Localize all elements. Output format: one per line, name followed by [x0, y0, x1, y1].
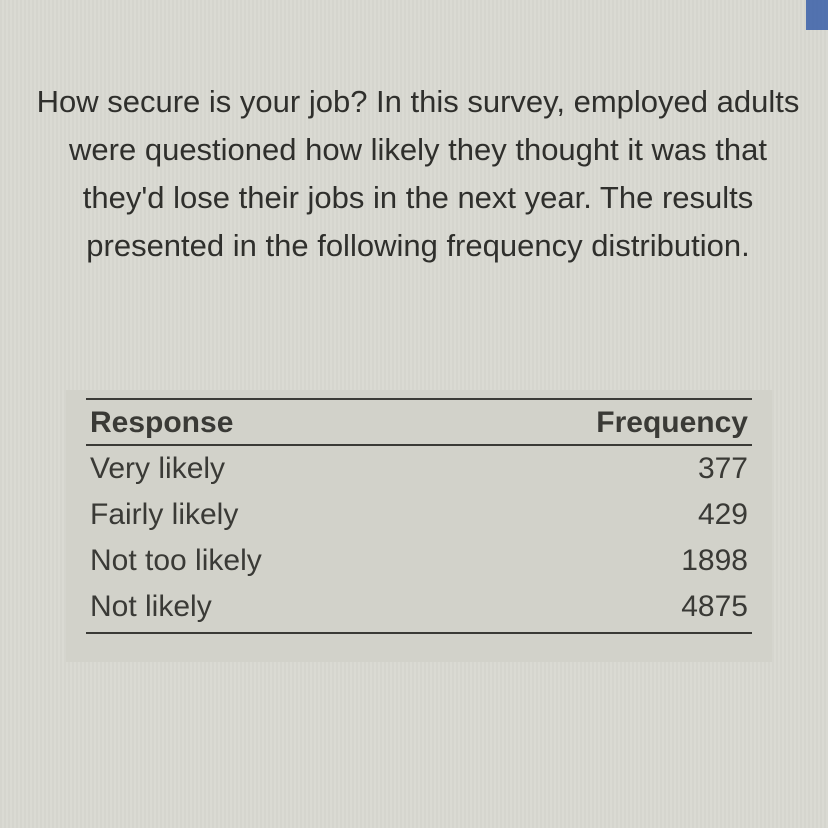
- cell-frequency: 429: [439, 492, 752, 538]
- question-prompt: How secure is your job? In this survey, …: [32, 78, 804, 270]
- cell-frequency: 1898: [439, 538, 752, 584]
- table-row: Very likely 377: [86, 445, 752, 492]
- col-header-frequency: Frequency: [439, 399, 752, 445]
- frequency-table-container: Response Frequency Very likely 377 Fairl…: [66, 390, 772, 662]
- cell-response: Fairly likely: [86, 492, 439, 538]
- col-header-response: Response: [86, 399, 439, 445]
- table-row: Not likely 4875: [86, 584, 752, 633]
- table-row: Not too likely 1898: [86, 538, 752, 584]
- cell-response: Very likely: [86, 445, 439, 492]
- corner-page-curl: [806, 0, 828, 30]
- table-header-row: Response Frequency: [86, 399, 752, 445]
- cell-response: Not too likely: [86, 538, 439, 584]
- cell-frequency: 377: [439, 445, 752, 492]
- cell-response: Not likely: [86, 584, 439, 633]
- frequency-table: Response Frequency Very likely 377 Fairl…: [86, 398, 752, 634]
- table-row: Fairly likely 429: [86, 492, 752, 538]
- cell-frequency: 4875: [439, 584, 752, 633]
